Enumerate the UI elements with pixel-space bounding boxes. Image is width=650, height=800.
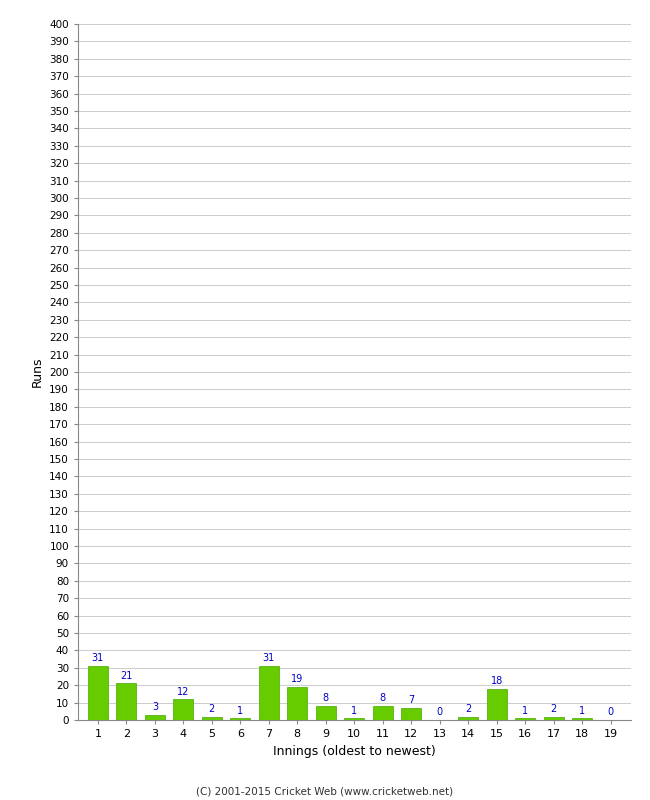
Bar (88, 666, 108, 720)
Text: 0: 0 (437, 707, 443, 718)
Bar (316, 706, 336, 720)
Text: 8: 8 (380, 694, 386, 703)
Text: 12: 12 (177, 686, 190, 697)
Bar (116, 683, 136, 720)
Bar (372, 706, 393, 720)
Bar (174, 699, 193, 720)
Text: 1: 1 (579, 706, 585, 716)
Bar (401, 708, 421, 720)
Bar (487, 689, 506, 720)
Text: 7: 7 (408, 695, 414, 706)
Text: 1: 1 (522, 706, 528, 716)
Text: 8: 8 (322, 694, 329, 703)
Bar (515, 718, 535, 720)
Text: 1: 1 (351, 706, 358, 716)
Text: 2: 2 (209, 704, 215, 714)
Bar (344, 718, 364, 720)
Text: 19: 19 (291, 674, 304, 684)
Text: 2: 2 (465, 704, 471, 714)
Text: 18: 18 (491, 676, 502, 686)
Y-axis label: Runs: Runs (31, 357, 44, 387)
Text: 21: 21 (120, 671, 133, 681)
Bar (145, 714, 165, 720)
Text: 31: 31 (92, 654, 104, 663)
Text: 2: 2 (551, 704, 557, 714)
Bar (543, 717, 564, 720)
Text: (C) 2001-2015 Cricket Web (www.cricketweb.net): (C) 2001-2015 Cricket Web (www.cricketwe… (196, 786, 454, 796)
Text: 1: 1 (237, 706, 243, 716)
Bar (458, 717, 478, 720)
Text: 0: 0 (608, 707, 614, 718)
Bar (572, 718, 592, 720)
Text: 31: 31 (263, 654, 275, 663)
Bar (202, 717, 222, 720)
Text: 3: 3 (152, 702, 158, 712)
X-axis label: Innings (oldest to newest): Innings (oldest to newest) (273, 745, 436, 758)
Bar (287, 687, 307, 720)
Bar (259, 666, 279, 720)
Bar (230, 718, 250, 720)
